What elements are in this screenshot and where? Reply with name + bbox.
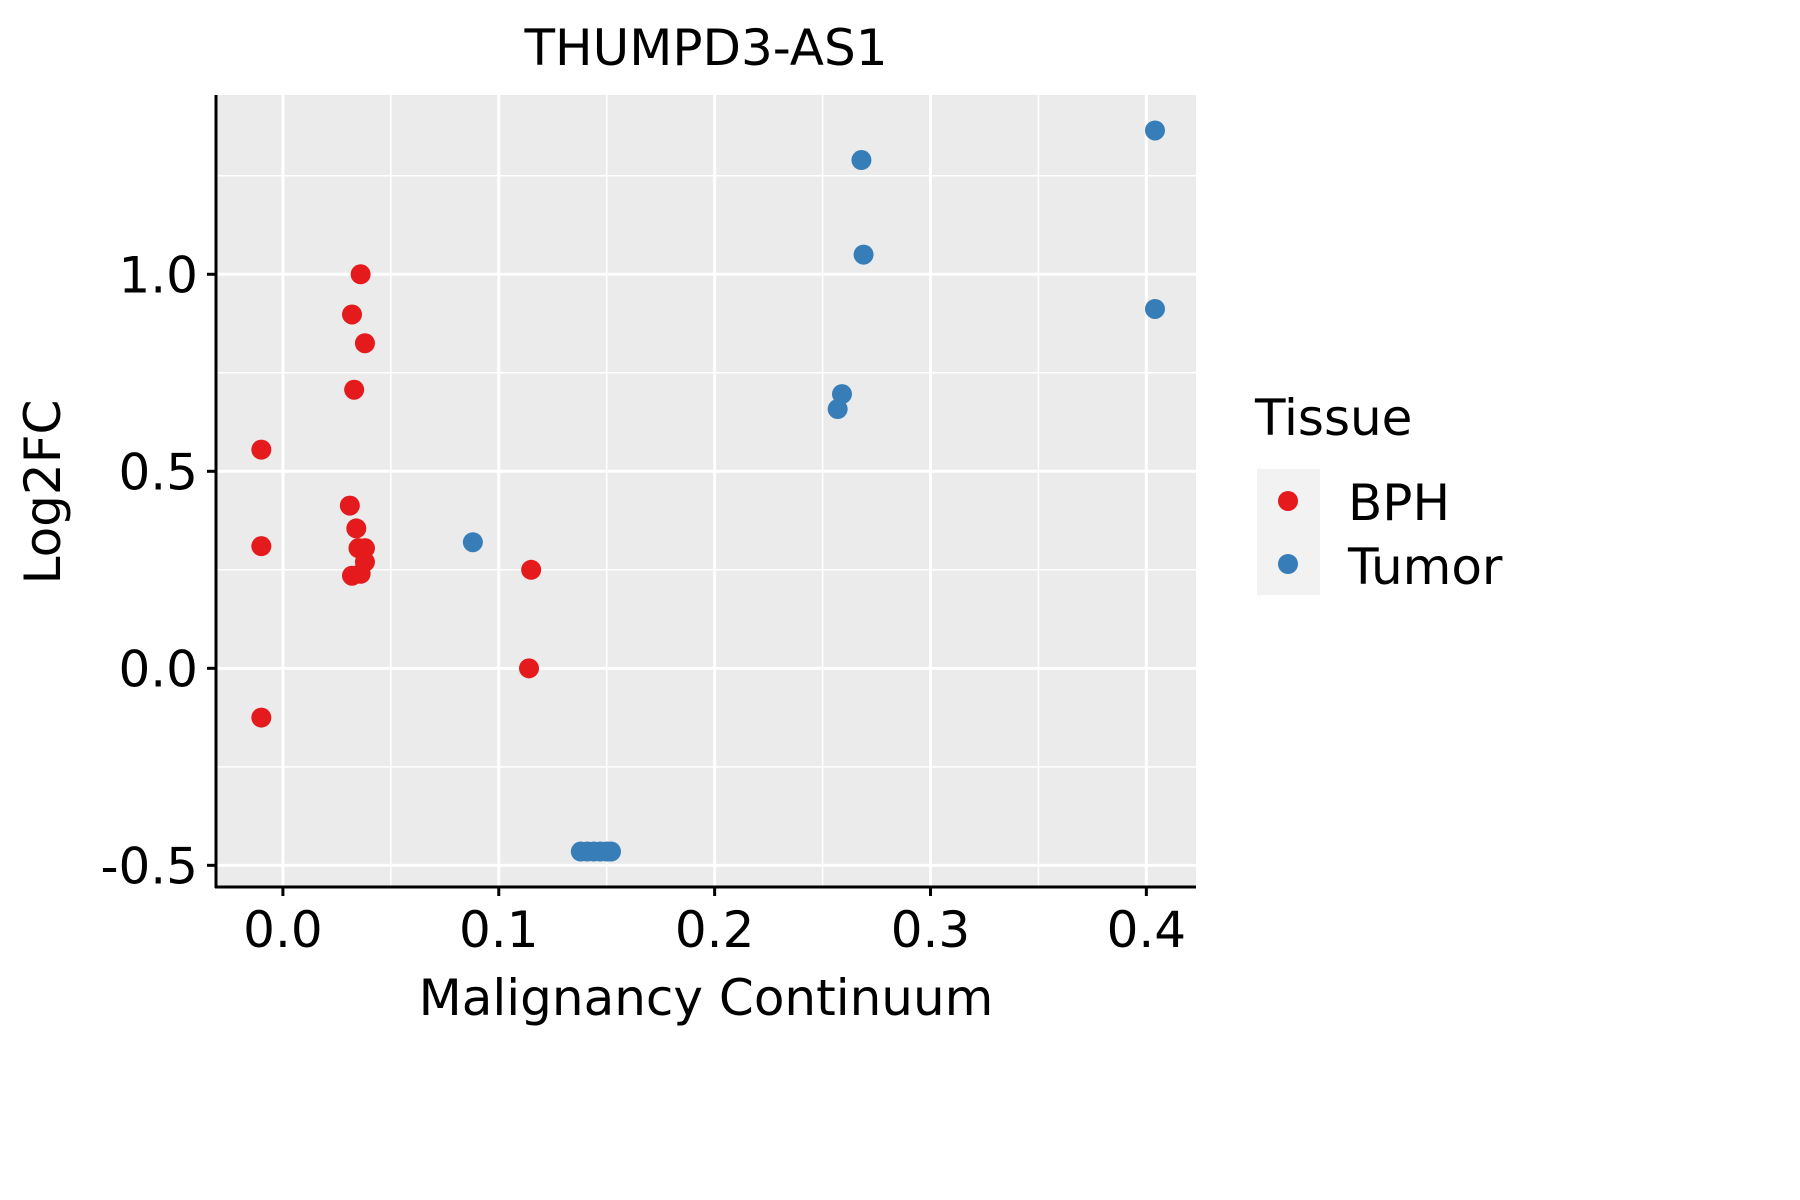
data-point-bph	[344, 379, 365, 400]
panel-background	[216, 95, 1196, 887]
data-point-tumor	[853, 244, 874, 265]
x-axis-ticks: 0.0 0.1 0.2 0.3 0.4	[243, 887, 1186, 959]
x-tick-label: 0.3	[891, 901, 971, 959]
y-axis-ticks: -0.5 0.0 0.5 1.0	[100, 246, 216, 895]
data-point-bph	[350, 264, 371, 285]
y-axis-title: Log2FC	[14, 400, 72, 585]
data-point-tumor	[601, 841, 622, 862]
legend-title: Tissue	[1254, 389, 1412, 447]
legend-label-tumor: Tumor	[1347, 538, 1503, 596]
data-point-bph	[251, 439, 272, 460]
data-point-bph	[354, 538, 375, 559]
data-point-bph	[341, 304, 362, 325]
legend-label-bph: BPH	[1348, 474, 1450, 532]
data-point-tumor	[462, 532, 483, 553]
y-tick-label: 1.0	[118, 246, 198, 304]
data-point-tumor	[831, 384, 852, 405]
major-gridlines	[216, 95, 1196, 887]
chart-title: THUMPD3-AS1	[523, 19, 887, 77]
legend: Tissue BPH Tumor	[1254, 389, 1503, 596]
minor-gridlines	[216, 95, 1196, 887]
x-tick-label: 0.4	[1107, 901, 1187, 959]
data-points	[251, 120, 1165, 862]
data-point-bph	[251, 707, 272, 728]
data-point-tumor	[851, 150, 872, 171]
plot-panel	[216, 95, 1196, 887]
y-tick-label: 0.5	[118, 443, 198, 501]
data-point-bph	[341, 565, 362, 586]
data-point-tumor	[1144, 120, 1165, 141]
data-point-bph	[521, 559, 542, 580]
data-point-bph	[339, 495, 360, 516]
data-point-bph	[251, 536, 272, 557]
legend-key-bph	[1278, 491, 1298, 511]
x-tick-label: 0.1	[459, 901, 539, 959]
data-point-tumor	[1144, 298, 1165, 319]
data-point-bph	[518, 658, 539, 679]
legend-key-background	[1257, 469, 1320, 595]
x-tick-label: 0.0	[243, 901, 323, 959]
y-tick-label: 0.0	[118, 640, 198, 698]
x-axis-title: Malignancy Continuum	[419, 969, 994, 1027]
x-tick-label: 0.2	[675, 901, 755, 959]
legend-key-tumor	[1278, 554, 1298, 574]
y-tick-label: -0.5	[100, 837, 198, 895]
data-point-bph	[346, 518, 367, 539]
data-point-bph	[354, 333, 375, 354]
